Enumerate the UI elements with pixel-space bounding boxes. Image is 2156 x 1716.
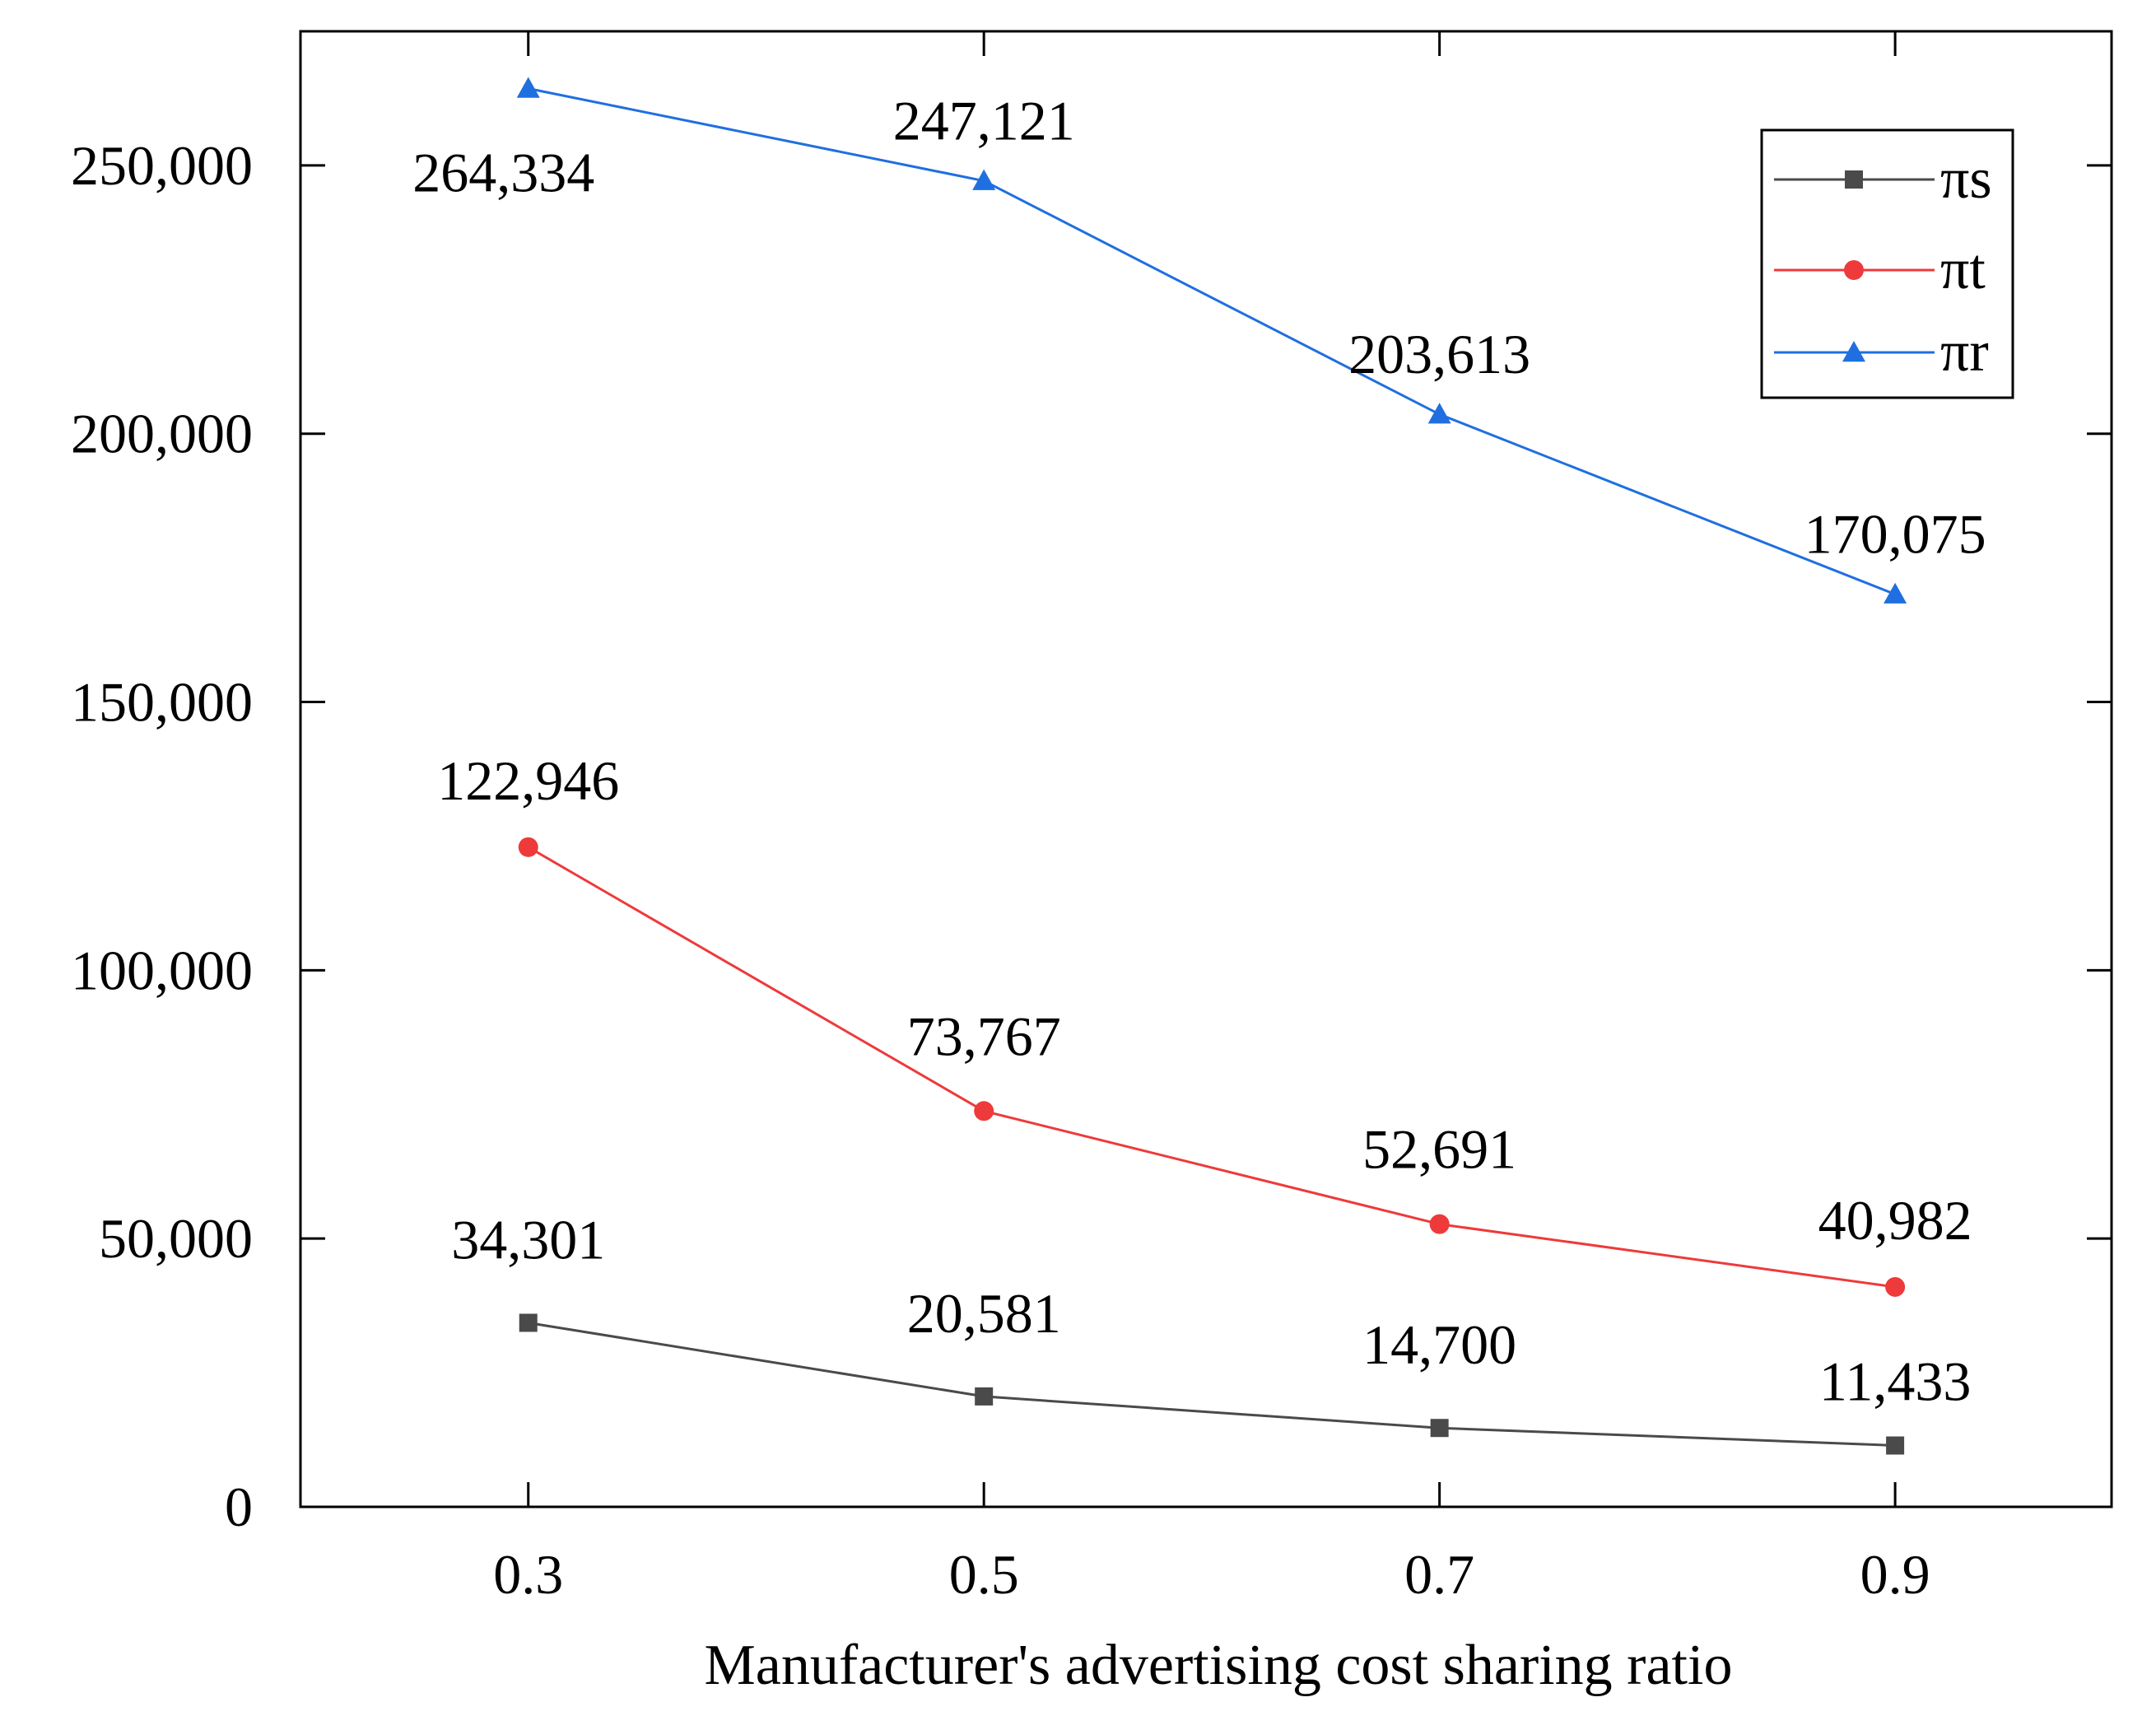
legend-marker-r	[1842, 341, 1865, 362]
legend-label-t: πt	[1940, 238, 1986, 301]
data-point-t	[1885, 1276, 1906, 1297]
data-label-t: 40,982	[1818, 1189, 1972, 1252]
data-label-s: 34,301	[451, 1208, 605, 1271]
series-line-s	[528, 1322, 1896, 1447]
series-line-r	[528, 87, 1896, 596]
data-point-t	[518, 837, 538, 857]
x-axis-title: Manufacturer's advertising cost sharing …	[705, 1634, 1733, 1697]
data-label-r: 247,121	[893, 90, 1075, 152]
data-label-s: 11,433	[1819, 1350, 1971, 1412]
series-line-t	[527, 846, 1896, 1289]
data-label-s: 14,700	[1362, 1313, 1516, 1376]
y-tick-label: 200,000	[71, 403, 253, 465]
axes-layer: 0 50,000 100,000 150,000 200,000 250,000 0.3 0.…	[71, 30, 2113, 1606]
plot-frame	[299, 30, 2113, 1508]
data-label-t: 52,691	[1362, 1118, 1516, 1181]
data-label-t: 73,767	[907, 1005, 1061, 1067]
data-point-s	[1430, 1419, 1449, 1438]
legend: πs πt πr	[1760, 128, 2014, 399]
legend-label-r: πr	[1940, 320, 1989, 384]
y-tick-label: 50,000	[99, 1207, 253, 1270]
data-label-r: 170,075	[1804, 503, 1986, 566]
data-label-layer: 34,301 20,581 14,700 11,433 122,946 73,767 52,…	[412, 90, 1986, 1413]
y-tick-label: 250,000	[71, 134, 253, 197]
data-point-r	[972, 169, 996, 190]
x-tick-label: 0.7	[1404, 1543, 1474, 1606]
data-label-t: 122,946	[437, 749, 619, 812]
legend-marker-s	[1845, 170, 1863, 189]
data-point-r	[1427, 403, 1451, 424]
data-point-r	[516, 77, 540, 98]
data-point-s	[975, 1387, 994, 1406]
x-tick-label: 0.3	[493, 1543, 563, 1606]
data-point-s	[1886, 1436, 1905, 1455]
y-tick-label: 0	[225, 1476, 253, 1538]
data-label-s: 20,581	[907, 1282, 1061, 1345]
y-tick-label: 100,000	[71, 939, 253, 1001]
legend-marker-t	[1844, 260, 1864, 280]
x-tick-label: 0.5	[949, 1543, 1019, 1606]
legend-label-s: πs	[1940, 147, 1992, 211]
y-tick-label: 150,000	[71, 671, 253, 734]
data-label-r: 203,613	[1348, 323, 1530, 385]
data-point-s	[519, 1313, 538, 1332]
data-point-t	[1429, 1214, 1450, 1234]
x-tick-label: 0.9	[1860, 1543, 1930, 1606]
data-point-r	[1884, 582, 1907, 604]
series-layer	[516, 77, 1907, 1455]
data-point-t	[974, 1101, 994, 1121]
data-label-r: 264,334	[412, 142, 594, 204]
